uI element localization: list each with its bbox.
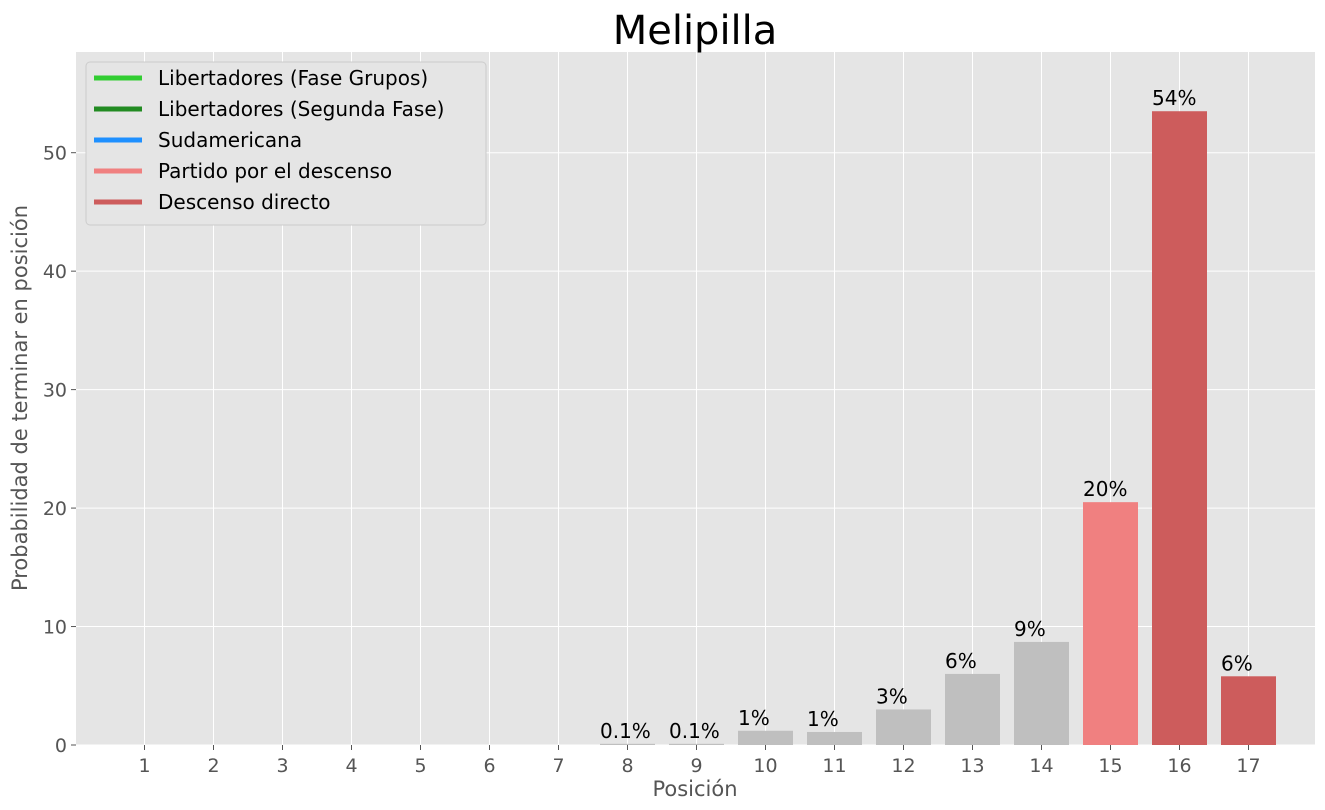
x-tick-label: 7: [552, 755, 564, 777]
bar-position-15: [1083, 502, 1138, 745]
x-tick-label: 5: [414, 755, 426, 777]
data-label: 9%: [1014, 617, 1046, 641]
y-tick-label: 30: [43, 380, 67, 402]
legend-label: Descenso directo: [158, 190, 331, 214]
data-label: 1%: [807, 707, 839, 731]
x-tick-label: 16: [1167, 755, 1191, 777]
x-tick-label: 10: [753, 755, 777, 777]
data-label: 6%: [1221, 651, 1253, 675]
x-tick-label: 14: [1029, 755, 1053, 777]
bar-position-8: [600, 743, 655, 745]
bar-position-13: [945, 673, 1000, 745]
x-tick-label: 11: [822, 755, 846, 777]
data-label: 1%: [738, 706, 770, 730]
data-label: 0.1%: [600, 719, 651, 743]
y-tick-label: 50: [43, 143, 67, 165]
data-label: 3%: [876, 684, 908, 708]
bar-position-11: [807, 731, 862, 745]
x-tick-label: 15: [1098, 755, 1122, 777]
legend-label: Partido por el descenso: [158, 159, 392, 183]
bar-position-16: [1152, 111, 1207, 745]
x-tick-label: 2: [207, 755, 219, 777]
y-axis-label: Probabilidad de terminar en posición: [8, 205, 32, 591]
legend-box: [85, 61, 487, 226]
x-tick-label: 1: [138, 755, 150, 777]
bar-position-17: [1221, 676, 1276, 745]
bar-position-10: [738, 730, 793, 745]
chart-title: Melipilla: [613, 8, 778, 54]
data-label: 0.1%: [669, 719, 720, 743]
data-label: 54%: [1152, 86, 1196, 110]
legend-entries: Libertadores (Fase Grupos) Libertadores (…: [94, 66, 444, 214]
legend-label: Sudamericana: [158, 128, 302, 152]
bar-position-14: [1014, 641, 1069, 745]
y-tick-label: 20: [43, 498, 67, 520]
legend-label: Libertadores (Fase Grupos): [158, 66, 428, 90]
legend-label: Libertadores (Segunda Fase): [158, 97, 444, 121]
x-tick-labels: 1 2 3 4 5 6 7 8 9 10 11 12 13 14 15 16 17: [138, 745, 1261, 777]
x-tick-label: 17: [1236, 755, 1260, 777]
x-tick-label: 6: [483, 755, 495, 777]
x-tick-label: 8: [621, 755, 633, 777]
x-tick-label: 13: [960, 755, 984, 777]
x-tick-label: 9: [690, 755, 702, 777]
x-tick-label: 12: [891, 755, 915, 777]
y-tick-label: 40: [43, 261, 67, 283]
data-label: 20%: [1083, 477, 1127, 501]
bar-position-9: [669, 743, 724, 745]
data-labels: 0.1% 0.1% 1% 1% 3% 6% 9% 20% 54% 6%: [600, 86, 1253, 743]
x-tick-label: 3: [276, 755, 288, 777]
y-tick-labels: 0 10 20 30 40 50: [43, 143, 76, 757]
x-axis-label: Posición: [652, 777, 737, 801]
bar-position-12: [876, 709, 931, 745]
bars-layer: [600, 111, 1276, 745]
y-tick-label: 10: [43, 617, 67, 639]
x-tick-label: 4: [345, 755, 357, 777]
data-label: 6%: [945, 649, 977, 673]
legend: Libertadores (Fase Grupos) Libertadores (…: [85, 61, 487, 226]
y-tick-label: 0: [55, 735, 67, 757]
